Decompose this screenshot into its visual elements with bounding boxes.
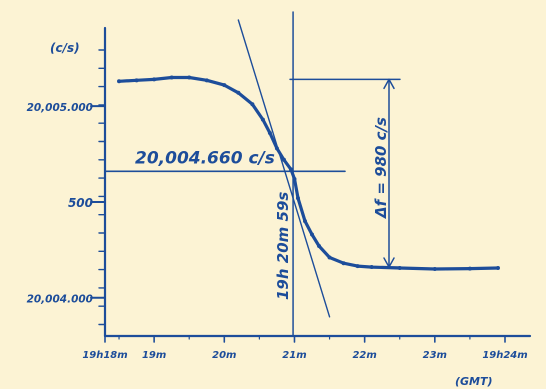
data-point: [169, 75, 174, 80]
data-point: [355, 264, 360, 269]
data-point: [117, 79, 122, 84]
data-point: [267, 130, 272, 135]
x-tick-label: 23m: [423, 350, 447, 361]
data-point: [303, 219, 307, 224]
delta-label: Δf = 980 c/s: [372, 117, 390, 219]
data-point: [495, 266, 500, 271]
data-point: [204, 78, 209, 83]
x-tick-label: 19h24m: [482, 350, 527, 361]
y-tick-label: 500: [68, 196, 93, 210]
data-point: [236, 90, 241, 95]
data-point: [327, 255, 332, 260]
x-tick-label: 19m: [142, 350, 166, 361]
data-point: [250, 102, 255, 107]
data-point: [467, 266, 472, 271]
data-point: [260, 117, 265, 122]
data-point: [187, 75, 192, 80]
x-tick-label: 20m: [212, 350, 236, 361]
delta-arrow-head-bottom: [383, 257, 395, 268]
data-point: [222, 83, 227, 88]
reference-level-label: 20,004.660 c/s: [135, 148, 275, 168]
data-point: [134, 78, 139, 83]
x-tick-label: 21m: [282, 350, 306, 361]
reference-time-label: 19h 20m 59s: [274, 192, 292, 300]
y-axis-label: (c/s): [50, 41, 80, 55]
x-axis-label: (GMT): [455, 375, 493, 388]
x-tick-label: 22m: [352, 350, 376, 361]
data-point: [317, 243, 322, 248]
data-point: [341, 261, 346, 266]
data-point: [432, 266, 437, 271]
data-point: [295, 196, 300, 201]
data-point: [152, 77, 157, 82]
data-point: [310, 232, 315, 237]
data-point: [369, 265, 374, 270]
tangent-line: [237, 19, 331, 318]
x-tick-label: 19h18m: [82, 350, 127, 361]
delta-arrow-head-top: [383, 78, 395, 90]
data-point: [288, 167, 293, 172]
y-tick-label: 20,004.000: [27, 294, 93, 306]
data-point: [281, 157, 286, 162]
series-line: [117, 75, 500, 271]
y-tick-label: 20,005.000: [27, 102, 93, 114]
